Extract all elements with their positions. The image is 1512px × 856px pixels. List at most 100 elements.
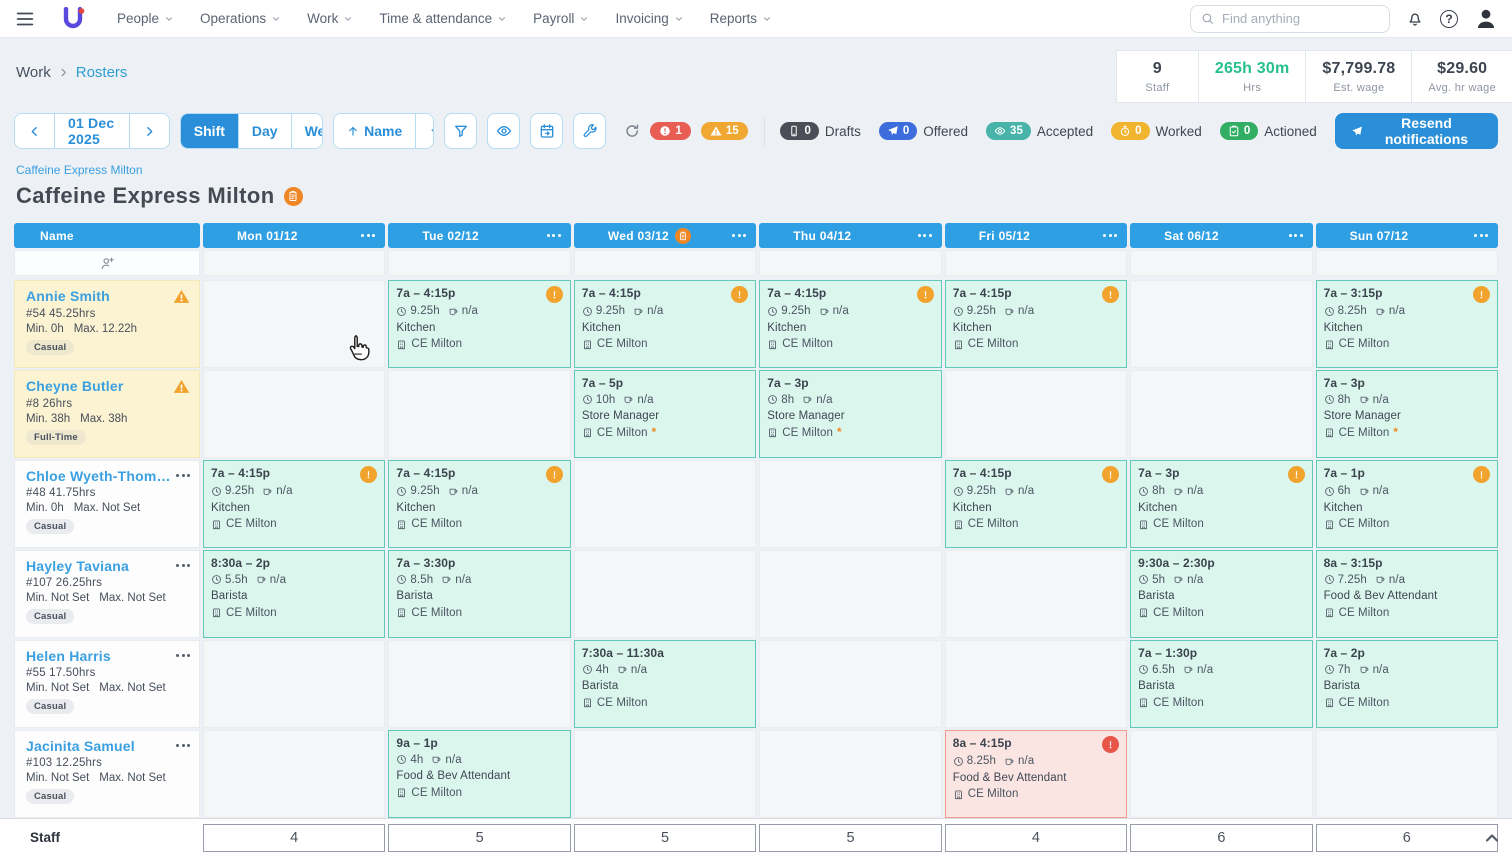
shift-alert-icon[interactable] <box>916 286 934 303</box>
shift-cell[interactable] <box>573 550 757 638</box>
nav-menu-item[interactable]: People <box>104 11 187 26</box>
app-logo[interactable] <box>60 7 86 31</box>
day-menu-button[interactable] <box>1103 234 1118 237</box>
nav-menu-item[interactable]: Payroll <box>520 11 602 26</box>
staff-menu-button[interactable] <box>176 738 190 747</box>
visibility-button[interactable] <box>487 113 521 149</box>
shift-cell[interactable]: 7a – 4:15p 9.25h n/a Kitchen <box>759 280 942 368</box>
staff-name-link[interactable]: Helen Harris <box>26 648 111 664</box>
shift-cell[interactable]: 7a – 4:15p 9.25h n/a Kitchen <box>203 460 386 548</box>
add-person-cell[interactable] <box>14 250 200 276</box>
day-column-header[interactable]: Wed 03/12 <box>573 223 757 248</box>
shift-cell[interactable] <box>944 640 1128 728</box>
staff-menu-button[interactable] <box>176 468 190 477</box>
shift-alert-icon[interactable] <box>545 286 563 303</box>
view-shift-button[interactable]: Shift <box>180 114 239 148</box>
shift-cell[interactable] <box>388 640 571 728</box>
shift-cell[interactable]: 8:30a – 2p 5.5h n/a Barista <box>203 550 386 638</box>
staff-name-cell[interactable]: Chloe Wyeth-Thom… #48 41.75hrs Min. 0h M… <box>14 460 200 548</box>
day-menu-button[interactable] <box>917 234 932 237</box>
staff-warning-icon[interactable] <box>173 378 190 395</box>
warning-count-badge[interactable]: 15 <box>700 122 748 140</box>
status-actioned[interactable]: 0 Actioned <box>1219 122 1317 140</box>
collapse-totals-button[interactable] <box>1482 828 1502 848</box>
staff-menu-button[interactable] <box>176 648 190 657</box>
day-column-header[interactable]: Thu 04/12 <box>759 223 942 248</box>
nav-menu-item[interactable]: Work <box>294 11 366 26</box>
shift-alert-icon[interactable] <box>1473 286 1490 303</box>
staff-name-cell[interactable]: Hayley Taviana #107 26.25hrs Min. Not Se… <box>14 550 200 638</box>
shift-cell[interactable]: 7a – 4:15p 9.25h n/a Kitchen <box>573 280 757 368</box>
filter-button[interactable] <box>444 113 478 149</box>
shift-cell[interactable]: 7a – 4:15p 9.25h n/a Kitchen <box>944 460 1128 548</box>
staff-name-cell[interactable]: Helen Harris #55 17.50hrs Min. Not Set M… <box>14 640 200 728</box>
day-column-header[interactable]: Sat 06/12 <box>1130 223 1313 248</box>
shift-cell[interactable]: 9:30a – 2:30p 5h n/a Barista <box>1130 550 1313 638</box>
staff-name-link[interactable]: Chloe Wyeth-Thom… <box>26 468 171 484</box>
shift-cell[interactable] <box>759 730 942 818</box>
shift-cell[interactable]: 7a – 1:30p 6.5h n/a Barista <box>1130 640 1313 728</box>
day-column-header[interactable]: Tue 02/12 <box>388 223 571 248</box>
shift-alert-icon[interactable] <box>1102 466 1120 483</box>
day-menu-button[interactable] <box>546 234 561 237</box>
shift-cell[interactable]: 7a – 4:15p 9.25h n/a Kitchen <box>388 460 571 548</box>
tools-button[interactable] <box>573 113 607 149</box>
shift-cell[interactable] <box>203 280 386 368</box>
status-accepted[interactable]: 35 Accepted <box>986 122 1093 140</box>
shift-cell[interactable]: 7a – 5p 10h n/a Store Manager <box>573 370 757 458</box>
shift-alert-icon[interactable] <box>731 286 749 303</box>
prev-week-button[interactable] <box>15 114 55 148</box>
sort-dropdown-button[interactable] <box>416 114 434 148</box>
staff-menu-button[interactable] <box>176 558 190 567</box>
shift-cell[interactable] <box>759 460 942 548</box>
staff-name-cell[interactable]: Annie Smith #54 45.25hrs Min. 0h Max. 12… <box>14 280 200 368</box>
shift-cell[interactable]: 7a – 2p 7h n/a Barista <box>1315 640 1498 728</box>
location-link[interactable]: Caffeine Express Milton <box>16 163 143 177</box>
resend-notifications-button[interactable]: Resend notifications <box>1334 113 1498 149</box>
shift-cell[interactable]: 7a – 3p 8h n/a Store Manager <box>759 370 942 458</box>
status-offered[interactable]: 0 Offered <box>878 122 968 140</box>
shift-alert-icon[interactable] <box>1473 466 1490 483</box>
nav-menu-item[interactable]: Reports <box>697 11 785 26</box>
shift-cell[interactable] <box>1130 730 1313 818</box>
staff-name-cell[interactable]: Cheyne Butler #8 26hrs Min. 38h Max. 38h… <box>14 370 200 458</box>
help-icon[interactable]: ? <box>1440 9 1458 28</box>
shift-cell[interactable] <box>944 370 1128 458</box>
breadcrumb-rosters-link[interactable]: Rosters <box>75 64 128 81</box>
shift-cell[interactable]: 7:30a – 11:30a 4h n/a Barista <box>573 640 757 728</box>
staff-name-link[interactable]: Jacinita Samuel <box>26 738 135 754</box>
user-avatar[interactable] <box>1474 7 1498 31</box>
shift-cell[interactable]: 7a – 4:15p 9.25h n/a Kitchen <box>944 280 1128 368</box>
shift-cell[interactable]: 7a – 3:15p 8.25h n/a Kitchen <box>1315 280 1498 368</box>
day-menu-button[interactable] <box>361 234 376 237</box>
staff-name-cell[interactable]: Jacinita Samuel #103 12.25hrs Min. Not S… <box>14 730 200 818</box>
day-column-header[interactable]: Sun 07/12 <box>1315 223 1498 248</box>
staff-name-link[interactable]: Cheyne Butler <box>26 378 124 394</box>
shift-cell[interactable] <box>203 730 386 818</box>
view-day-button[interactable]: Day <box>238 114 292 148</box>
shift-cell[interactable]: 7a – 1p 6h n/a Kitchen <box>1315 460 1498 548</box>
day-menu-button[interactable] <box>732 234 747 237</box>
view-week-button[interactable]: Week <box>291 114 323 148</box>
shift-cell[interactable]: 9a – 1p 4h n/a Food & Bev Attendant <box>388 730 571 818</box>
shift-cell[interactable] <box>203 370 386 458</box>
export-roster-button[interactable] <box>530 113 564 149</box>
shift-cell[interactable]: 7a – 3p 8h n/a Store Manager <box>1315 370 1498 458</box>
shift-cell[interactable] <box>1130 370 1313 458</box>
global-search[interactable] <box>1190 4 1390 33</box>
day-column-header[interactable]: Mon 01/12 <box>203 223 386 248</box>
shift-cell[interactable] <box>759 640 942 728</box>
shift-cell[interactable]: 7a – 4:15p 9.25h n/a Kitchen <box>388 280 571 368</box>
shift-alert-icon[interactable] <box>545 466 563 483</box>
refresh-icon[interactable] <box>624 121 640 141</box>
shift-cell[interactable]: 7a – 3p 8h n/a Kitchen <box>1130 460 1313 548</box>
shift-cell[interactable] <box>573 730 757 818</box>
shift-alert-icon[interactable] <box>360 466 378 483</box>
nav-menu-item[interactable]: Operations <box>187 11 294 26</box>
shift-cell[interactable] <box>203 640 386 728</box>
staff-name-link[interactable]: Annie Smith <box>26 288 110 304</box>
shift-cell[interactable]: 8a – 4:15p 8.25h n/a Food & Bev Attendan <box>944 730 1128 818</box>
search-input[interactable] <box>1222 11 1372 26</box>
roster-flag-icon[interactable] <box>283 186 303 206</box>
shift-cell[interactable] <box>944 550 1128 638</box>
